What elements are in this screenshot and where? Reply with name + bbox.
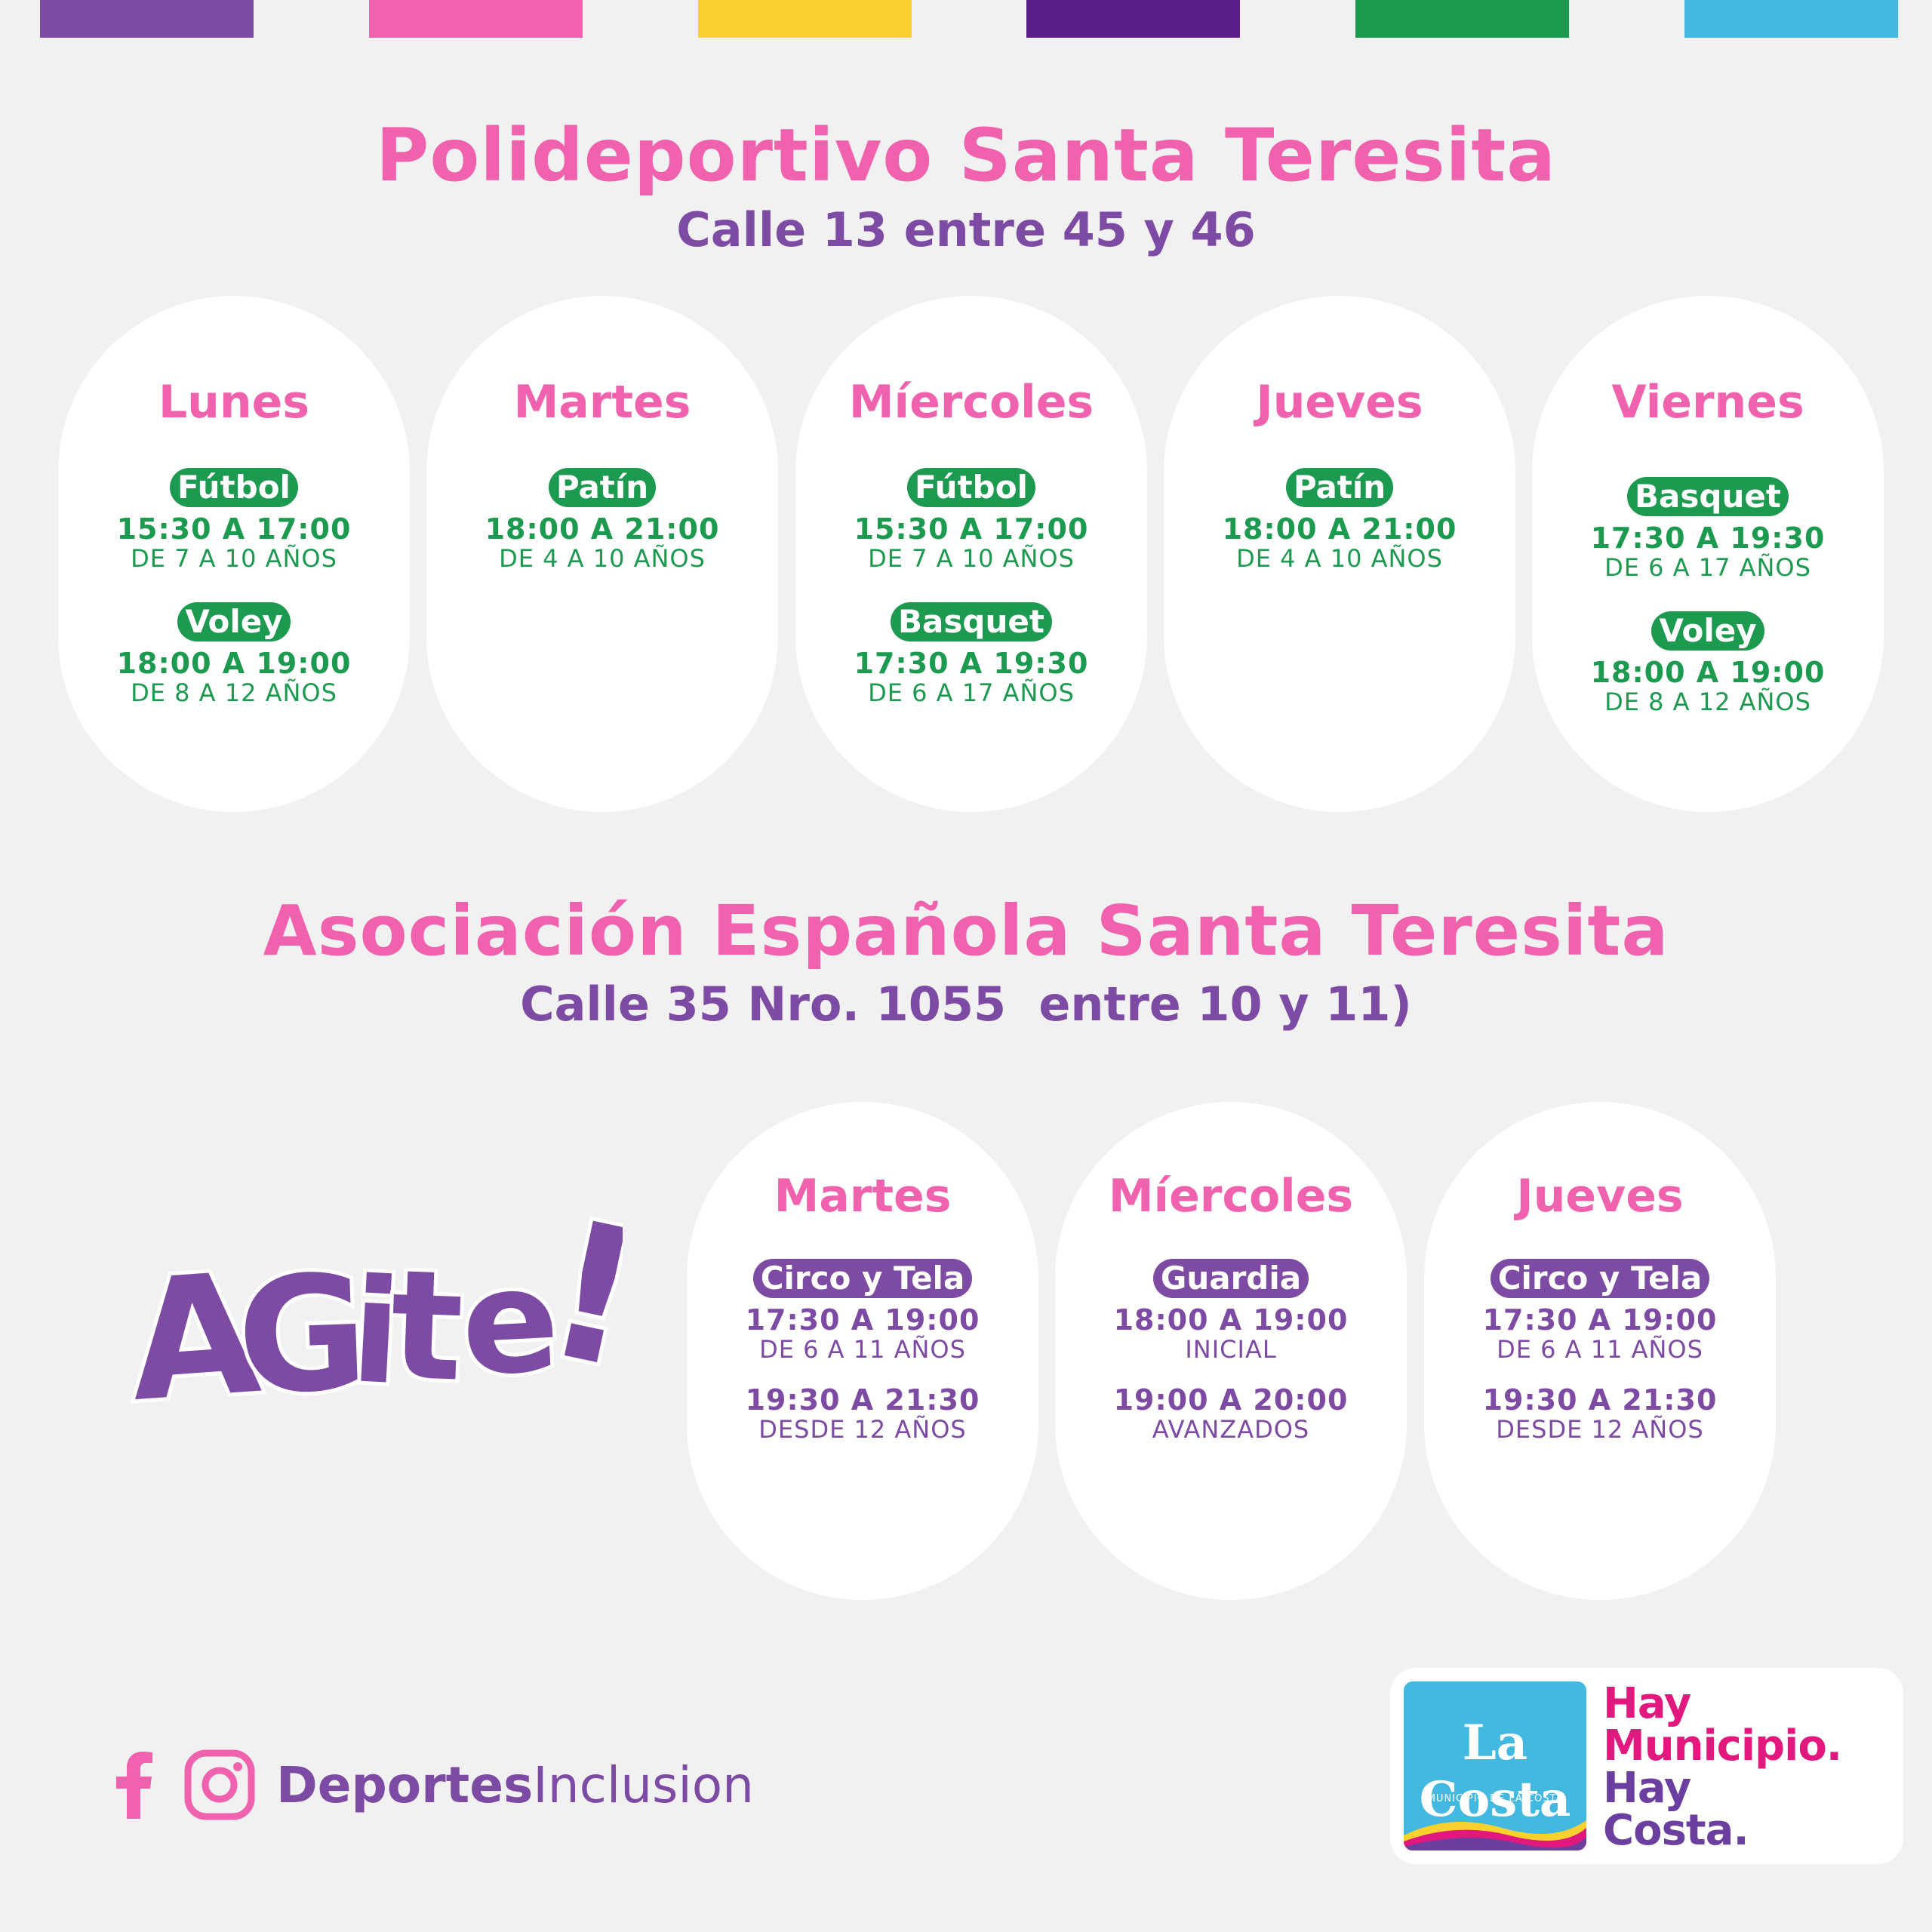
slogan-line: Municipio. — [1603, 1721, 1842, 1770]
handle-rest: Inclusion — [533, 1755, 754, 1814]
stripe-yellow — [698, 0, 912, 38]
social-handle[interactable]: DeportesInclusion — [276, 1756, 754, 1814]
day-card-jueves: Jueves Patín 18:00 A 21:00 DE 4 A 10 AÑO… — [1164, 296, 1515, 812]
svg-text:i: i — [347, 1247, 405, 1417]
stripe-pink — [369, 0, 583, 38]
day-label: Jueves — [1256, 376, 1423, 429]
activity-time: 18:00 A 19:00 — [116, 647, 352, 680]
activity-time: 18:00 A 19:00 — [1590, 656, 1826, 689]
social-links: DeportesInclusion — [113, 1749, 754, 1820]
day-label: Míercoles — [848, 376, 1094, 429]
slot-label: DE 6 A 11 AÑOS — [759, 1335, 966, 1364]
stripe-green — [1355, 0, 1569, 38]
venue2-address: Calle 35 Nro. 1055 entre 10 y 11) — [520, 977, 1412, 1032]
activity-time: 15:30 A 17:00 — [854, 512, 1089, 546]
day-card-lunes: Lunes Fútbol 15:30 A 17:00 DE 7 A 10 AÑO… — [58, 296, 410, 812]
slot-time: 17:30 A 19:00 — [1482, 1303, 1718, 1337]
activity-badge: Voley — [1651, 611, 1764, 651]
slogan-line: Costa. — [1603, 1806, 1749, 1855]
slot-label: DE 6 A 11 AÑOS — [1497, 1335, 1703, 1364]
day-card-jueves-2: Jueves Circo y Tela 17:30 A 19:00 DE 6 A… — [1424, 1102, 1776, 1600]
venue1-address: Calle 13 entre 45 y 46 — [676, 202, 1256, 257]
instagram-icon[interactable] — [184, 1749, 255, 1820]
activity-badge: Basquet — [891, 602, 1052, 641]
activity-age: DE 7 A 10 AÑOS — [868, 544, 1075, 573]
svg-text:A: A — [125, 1237, 265, 1434]
la-costa-badge: La Costa MUNICIPIO DE LA COSTA — [1404, 1681, 1586, 1850]
logo-waves — [1404, 1820, 1586, 1850]
svg-text:e: e — [457, 1236, 563, 1407]
activity-age: DE 4 A 10 AÑOS — [499, 544, 706, 573]
handle-bold: Deportes — [276, 1755, 534, 1814]
activity-age: DE 4 A 10 AÑOS — [1236, 544, 1443, 573]
venue1-title: Polideportivo Santa Teresita — [375, 113, 1557, 198]
day-label: Jueves — [1516, 1170, 1684, 1223]
activity-badge: Fútbol — [170, 468, 298, 507]
activity-time: 18:00 A 21:00 — [485, 512, 720, 546]
activity-time: 15:30 A 17:00 — [116, 512, 352, 546]
svg-text:G: G — [234, 1241, 371, 1430]
activity-age: DE 8 A 12 AÑOS — [131, 678, 337, 707]
facebook-icon[interactable] — [113, 1751, 154, 1819]
day-label: Míercoles — [1108, 1170, 1354, 1223]
slot-time: 19:30 A 21:30 — [745, 1383, 980, 1417]
municipality-logo: La Costa MUNICIPIO DE LA COSTA Hay Munic… — [1390, 1668, 1903, 1864]
day-label: Martes — [774, 1170, 952, 1223]
activity-badge: Fútbol — [907, 468, 1035, 507]
day-card-viernes: Viernes Basquet 17:30 A 19:30 DE 6 A 17 … — [1532, 296, 1884, 812]
activity-badge: Basquet — [1627, 477, 1789, 516]
slot-time: 18:00 A 19:00 — [1113, 1303, 1349, 1337]
activity-badge: Circo y Tela — [752, 1259, 973, 1298]
slot-time: 19:30 A 21:30 — [1482, 1383, 1718, 1417]
day-label: Martes — [513, 376, 691, 429]
day-label: Viernes — [1611, 376, 1804, 429]
day-card-miercoles: Míercoles Fútbol 15:30 A 17:00 DE 7 A 10… — [795, 296, 1147, 812]
activity-badge: Guardia — [1152, 1259, 1309, 1298]
activity-time: 18:00 A 21:00 — [1222, 512, 1457, 546]
agite-logo-art: A G i t e ! — [120, 1175, 663, 1442]
slogan: Hay Municipio. Hay Costa. — [1603, 1679, 1842, 1855]
slot-label: AVANZADOS — [1152, 1415, 1310, 1444]
slot-label: DESDE 12 AÑOS — [758, 1415, 967, 1444]
slogan-line: Hay — [1603, 1764, 1691, 1813]
activity-badge: Circo y Tela — [1490, 1259, 1710, 1298]
day-card-martes-2: Martes Circo y Tela 17:30 A 19:00 DE 6 A… — [687, 1102, 1038, 1600]
logo-name: La Costa — [1419, 1715, 1571, 1828]
logo-subtitle: MUNICIPIO DE LA COSTA — [1426, 1793, 1564, 1804]
activity-badge: Voley — [177, 602, 291, 641]
venue2-title: Asociación Española Santa Teresita — [263, 891, 1669, 971]
slogan-line: Hay — [1603, 1679, 1691, 1728]
slot-time: 19:00 A 20:00 — [1113, 1383, 1349, 1417]
stripe-blue — [1684, 0, 1898, 38]
stripe-purple — [40, 0, 254, 38]
activity-age: DE 6 A 17 AÑOS — [1604, 553, 1811, 582]
svg-text:t: t — [388, 1237, 466, 1415]
activity-age: DE 7 A 10 AÑOS — [131, 544, 337, 573]
slot-label: INICIAL — [1185, 1335, 1277, 1364]
day-card-martes: Martes Patín 18:00 A 21:00 DE 4 A 10 AÑO… — [426, 296, 778, 812]
activity-badge: Patín — [548, 468, 657, 507]
activity-badge: Patín — [1285, 468, 1394, 507]
agite-logo: A G i t e ! — [120, 1175, 663, 1442]
day-label: Lunes — [158, 376, 310, 429]
slot-label: DESDE 12 AÑOS — [1496, 1415, 1704, 1444]
activity-time: 17:30 A 19:30 — [1590, 521, 1826, 555]
day-card-miercoles-2: Míercoles Guardia 18:00 A 19:00 INICIAL … — [1055, 1102, 1407, 1600]
activity-age: DE 8 A 12 AÑOS — [1604, 688, 1811, 716]
stripe-dark-purple — [1026, 0, 1240, 38]
activity-time: 17:30 A 19:30 — [854, 647, 1089, 680]
slot-time: 17:30 A 19:00 — [745, 1303, 980, 1337]
activity-age: DE 6 A 17 AÑOS — [868, 678, 1075, 707]
